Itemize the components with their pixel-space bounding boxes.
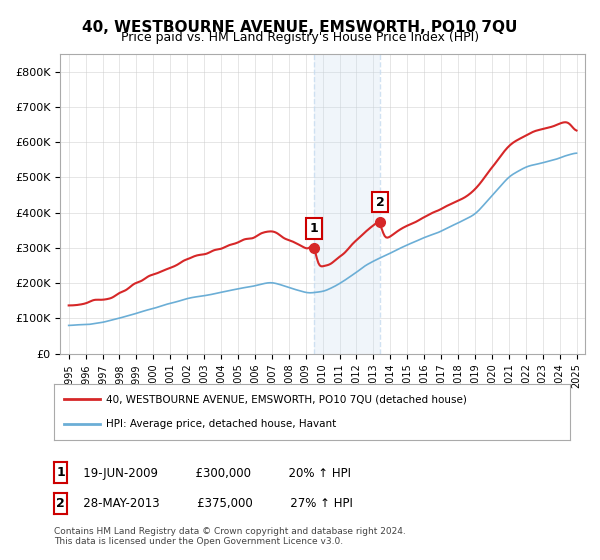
Text: 2: 2 [56, 497, 65, 510]
Text: Contains HM Land Registry data © Crown copyright and database right 2024.
This d: Contains HM Land Registry data © Crown c… [54, 526, 406, 546]
Bar [314, 54, 380, 353]
Text: 40, WESTBOURNE AVENUE, EMSWORTH, PO10 7QU (detached house): 40, WESTBOURNE AVENUE, EMSWORTH, PO10 7Q… [106, 394, 466, 404]
Text: 2: 2 [376, 195, 385, 209]
Text: 40, WESTBOURNE AVENUE, EMSWORTH, PO10 7QU: 40, WESTBOURNE AVENUE, EMSWORTH, PO10 7Q… [82, 20, 518, 35]
Text: 28-MAY-2013          £375,000          27% ↑ HPI: 28-MAY-2013 £375,000 27% ↑ HPI [72, 497, 353, 511]
Text: Price paid vs. HM Land Registry's House Price Index (HPI): Price paid vs. HM Land Registry's House … [121, 31, 479, 44]
Text: 1: 1 [309, 222, 318, 235]
Text: 19-JUN-2009          £300,000          20% ↑ HPI: 19-JUN-2009 £300,000 20% ↑ HPI [72, 466, 351, 480]
Text: 1: 1 [56, 466, 65, 479]
Text: HPI: Average price, detached house, Havant: HPI: Average price, detached house, Hava… [106, 419, 336, 429]
